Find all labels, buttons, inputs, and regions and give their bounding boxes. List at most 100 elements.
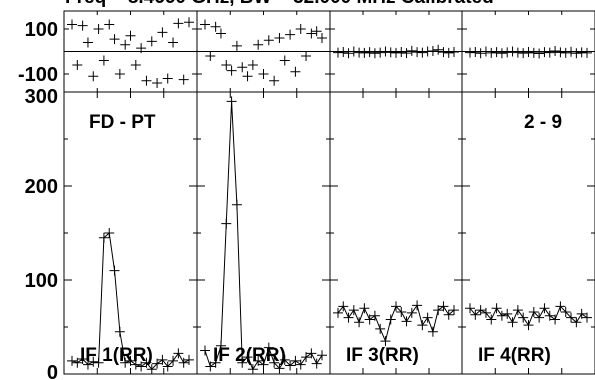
if-column: IF 1(RR) (63, 10, 198, 375)
amplitude-point (465, 303, 475, 314)
amplitude-point (566, 312, 577, 323)
amplitude-point (396, 306, 407, 317)
phase-point (550, 46, 561, 57)
amplitude-point (401, 316, 412, 327)
phase-point (369, 48, 380, 59)
amplitude-point (269, 357, 280, 368)
phase-point (417, 47, 428, 58)
phase-point (560, 47, 571, 58)
phase-point (93, 24, 104, 34)
amplitude-point (369, 310, 380, 321)
amplitude-point (550, 314, 561, 325)
phase-point (157, 27, 168, 38)
amplitude-point (88, 356, 99, 367)
phase-point (242, 71, 253, 82)
amplitude-point (98, 232, 109, 243)
if-column: IF 3(RR) (329, 10, 463, 375)
phase-point (168, 37, 179, 48)
phase-point (507, 46, 518, 57)
amplitude-point (125, 355, 136, 366)
amplitude-point (486, 314, 497, 325)
phase-point (470, 46, 481, 57)
phase-point (290, 66, 301, 77)
phase-point (130, 60, 141, 70)
amplitude-panel-frame (461, 91, 595, 375)
phase-point (178, 74, 189, 85)
phase-point (486, 47, 497, 58)
amplitude-tick-label: 200 (25, 176, 58, 198)
amplitude-point (114, 326, 125, 337)
amplitude-point (77, 353, 88, 364)
phase-axis-labels: 100 -100 (18, 19, 58, 86)
amplitude-point (263, 342, 274, 353)
phase-point (253, 39, 264, 50)
amplitude-point (576, 308, 587, 319)
amplitude-point (93, 357, 104, 368)
amplitude-point (168, 355, 179, 366)
amplitude-point (104, 228, 115, 238)
amplitude-point (247, 364, 258, 375)
source-label: FD - PT (89, 112, 156, 133)
phase-point (528, 47, 539, 58)
amplitude-point (109, 265, 120, 276)
phase-point (375, 47, 386, 58)
amplitude-point (72, 357, 83, 368)
amplitude-point (136, 361, 147, 372)
amplitude-point (348, 305, 359, 316)
phase-point (465, 47, 475, 58)
amplitude-point (306, 348, 317, 359)
phase-point (396, 46, 407, 57)
phase-point (77, 20, 88, 31)
amplitude-point (449, 305, 459, 316)
amplitude-point (534, 312, 545, 323)
phase-point (401, 48, 412, 59)
phase-point (173, 18, 184, 29)
amplitude-point (433, 305, 444, 316)
chart-title: Freq = 8.4660 GHz, BW = 32.000 MHz Calib… (65, 0, 494, 8)
amplitude-point (200, 345, 210, 356)
phase-point (221, 60, 232, 70)
amplitude-axis-labels: 300 200 100 0 (25, 86, 58, 380)
phase-point (226, 65, 237, 76)
amplitude-point (475, 305, 486, 316)
phase-point (205, 51, 216, 61)
phase-point (82, 37, 93, 48)
phase-point (523, 46, 534, 57)
amplitude-point (301, 352, 312, 363)
phase-point (301, 51, 312, 61)
phase-point (306, 28, 317, 39)
amplitude-point (507, 317, 518, 328)
amplitude-point (422, 312, 433, 323)
phase-point (380, 46, 391, 57)
phase-point (231, 40, 242, 51)
phase-point (98, 55, 109, 66)
phase-point (125, 30, 136, 41)
amplitude-point (406, 307, 417, 318)
amplitude-point (253, 355, 264, 366)
phase-point (333, 47, 343, 58)
amplitude-point (417, 320, 428, 331)
amplitude-point (237, 357, 248, 368)
phase-point (343, 48, 354, 59)
amplitude-point (539, 303, 550, 314)
amplitude-point (412, 300, 423, 311)
amplitude-tick-label: 100 (25, 270, 58, 292)
amplitude-point (338, 301, 349, 312)
phase-point (544, 47, 555, 58)
phase-point (247, 60, 258, 70)
amplitude-point (502, 308, 513, 319)
amplitude-point (226, 96, 237, 107)
amplitude-point (205, 361, 216, 372)
amplitude-point (375, 323, 386, 334)
phase-tick-label: 100 (25, 19, 58, 41)
amplitude-point (391, 301, 401, 312)
amplitude-panel-frame (63, 91, 198, 375)
phase-point (141, 75, 152, 86)
phase-point (571, 48, 582, 59)
amplitude-point (544, 310, 555, 321)
amplitude-point (470, 309, 481, 320)
amplitude-point (221, 218, 232, 229)
amplitude-point (438, 301, 449, 312)
phase-point (162, 73, 173, 84)
phase-point (146, 36, 157, 47)
